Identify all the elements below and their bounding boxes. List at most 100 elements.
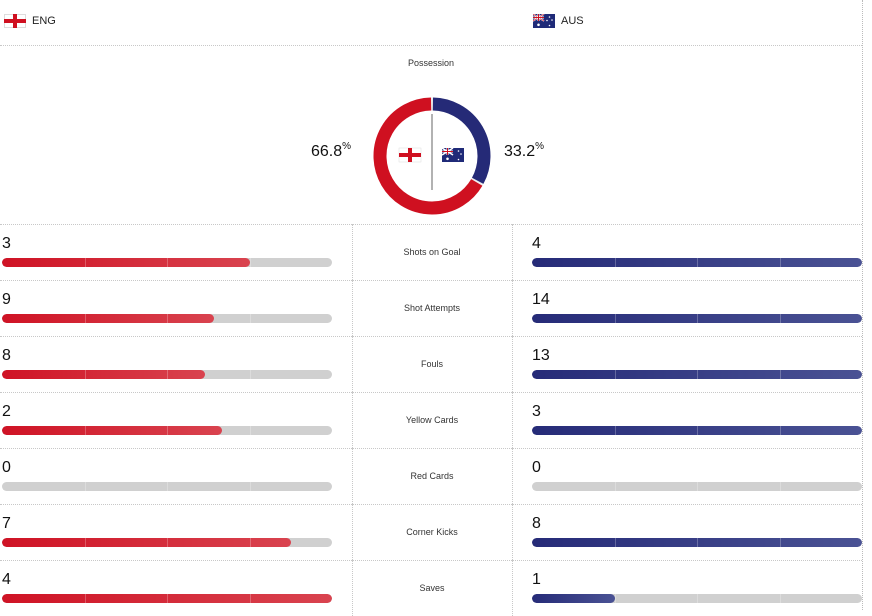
england-flag-icon bbox=[4, 14, 26, 28]
possession-arc-home bbox=[373, 97, 483, 215]
column-divider bbox=[512, 560, 513, 616]
bar-tick bbox=[697, 314, 698, 323]
away-stat-bar bbox=[532, 426, 862, 435]
bar-tick bbox=[167, 314, 168, 323]
home-stat-bar-fill bbox=[2, 258, 250, 267]
bar-tick bbox=[84, 594, 86, 603]
row-divider bbox=[0, 448, 862, 449]
bar-tick bbox=[779, 314, 781, 323]
bar-tick bbox=[249, 426, 251, 435]
home-stat-bar bbox=[2, 482, 332, 491]
home-stat-value: 7 bbox=[2, 515, 11, 532]
home-stat-value: 8 bbox=[2, 347, 11, 364]
stat-label: Yellow Cards bbox=[405, 415, 459, 425]
stat-label: Fouls bbox=[420, 359, 443, 369]
home-stat-bar bbox=[2, 370, 332, 379]
away-stat-bar bbox=[532, 258, 862, 267]
away-stat-bar bbox=[532, 314, 862, 323]
home-stat-value: 2 bbox=[2, 403, 11, 420]
column-divider bbox=[352, 336, 353, 392]
bar-tick bbox=[84, 426, 86, 435]
bar-tick bbox=[84, 314, 86, 323]
bar-tick bbox=[84, 538, 86, 547]
row-divider bbox=[0, 504, 862, 505]
home-stat-bar-fill bbox=[2, 426, 223, 435]
home-stat-bar bbox=[2, 314, 332, 323]
bar-tick bbox=[614, 314, 616, 323]
bar-tick bbox=[167, 482, 168, 491]
row-divider bbox=[0, 224, 862, 225]
bar-tick bbox=[249, 314, 251, 323]
home-possession-value: 66.8% bbox=[311, 141, 352, 160]
bar-tick bbox=[614, 426, 616, 435]
column-divider bbox=[352, 448, 353, 504]
bar-tick bbox=[779, 482, 781, 491]
home-stat-value: 4 bbox=[2, 571, 11, 588]
home-stat-bar bbox=[2, 426, 332, 435]
home-stat-bar bbox=[2, 594, 332, 603]
away-stat-value: 4 bbox=[532, 235, 541, 252]
away-stat-bar-fill bbox=[532, 258, 862, 267]
bar-tick bbox=[697, 426, 698, 435]
away-team-header: AUS bbox=[533, 14, 584, 28]
column-divider bbox=[352, 392, 353, 448]
bar-tick bbox=[779, 370, 781, 379]
bar-tick bbox=[614, 370, 616, 379]
row-divider bbox=[0, 560, 862, 561]
australia-flag-icon bbox=[441, 147, 464, 162]
bar-tick bbox=[614, 482, 616, 491]
away-stat-bar-fill bbox=[532, 538, 862, 547]
row-divider bbox=[0, 336, 862, 337]
england-flag-icon bbox=[398, 147, 422, 163]
home-stat-bar bbox=[2, 258, 332, 267]
away-stat-bar bbox=[532, 594, 862, 603]
home-team-header: ENG bbox=[4, 14, 56, 28]
bar-tick bbox=[614, 594, 616, 603]
bar-tick bbox=[249, 538, 251, 547]
bar-tick bbox=[167, 258, 168, 267]
home-stat-bar bbox=[2, 538, 332, 547]
stat-label: Shots on Goal bbox=[403, 247, 461, 257]
away-stat-bar-fill bbox=[532, 314, 862, 323]
column-divider bbox=[352, 280, 353, 336]
australia-flag-icon bbox=[533, 14, 555, 28]
away-stat-value: 0 bbox=[532, 459, 541, 476]
bar-tick bbox=[249, 370, 251, 379]
home-stat-bar-fill bbox=[2, 594, 332, 603]
away-stat-bar bbox=[532, 482, 862, 491]
home-stat-value: 0 bbox=[2, 459, 11, 476]
away-stat-bar bbox=[532, 370, 862, 379]
column-divider bbox=[512, 280, 513, 336]
bar-tick bbox=[249, 594, 251, 603]
bar-tick bbox=[167, 594, 168, 603]
home-team-code: ENG bbox=[32, 15, 56, 27]
bar-tick bbox=[167, 370, 168, 379]
stat-label: Corner Kicks bbox=[406, 527, 458, 537]
away-team-code: AUS bbox=[561, 15, 584, 27]
possession-arc-away bbox=[432, 97, 491, 184]
home-stat-bar-fill bbox=[2, 538, 291, 547]
stat-label: Shot Attempts bbox=[403, 303, 461, 313]
home-stat-bar-fill bbox=[2, 314, 215, 323]
bar-tick bbox=[614, 258, 616, 267]
away-possession-value: 33.2% bbox=[504, 141, 545, 160]
divider bbox=[0, 45, 862, 46]
home-stat-value: 3 bbox=[2, 235, 11, 252]
bar-tick bbox=[614, 538, 616, 547]
bar-tick bbox=[697, 482, 698, 491]
column-divider bbox=[512, 336, 513, 392]
bar-tick bbox=[779, 426, 781, 435]
bar-tick bbox=[697, 594, 698, 603]
column-divider bbox=[352, 224, 353, 280]
stat-label: Saves bbox=[419, 583, 445, 593]
bar-tick bbox=[697, 258, 698, 267]
row-divider bbox=[0, 280, 862, 281]
away-stat-bar-fill bbox=[532, 594, 615, 603]
column-divider bbox=[512, 392, 513, 448]
bar-tick bbox=[84, 258, 86, 267]
away-stat-value: 3 bbox=[532, 403, 541, 420]
away-stat-value: 1 bbox=[532, 571, 541, 588]
bar-tick bbox=[249, 258, 251, 267]
home-stat-value: 9 bbox=[2, 291, 11, 308]
